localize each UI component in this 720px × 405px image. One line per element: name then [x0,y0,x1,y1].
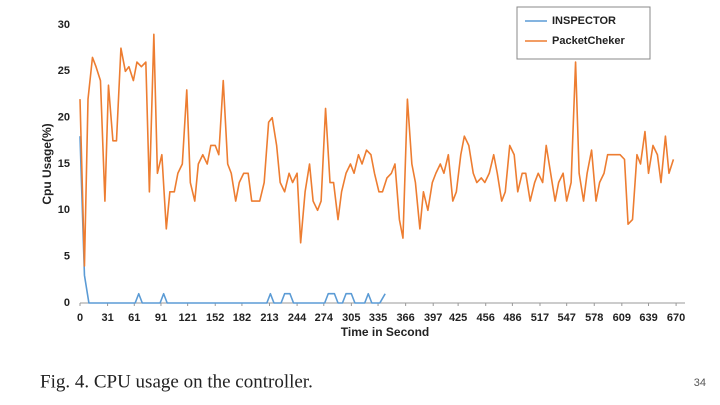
x-tick-label: 121 [178,312,196,324]
x-tick-label: 366 [396,312,414,324]
x-tick-label: 486 [503,312,521,324]
x-tick-label: 609 [613,312,631,324]
x-tick-label: 61 [128,312,140,324]
page-number: 34 [694,377,706,389]
y-tick-label: 0 [64,297,70,309]
legend-box [516,6,651,60]
x-tick-label: 244 [288,312,307,324]
y-tick-label: 5 [64,251,70,263]
y-tick-label: 10 [58,204,70,216]
x-tick-label: 91 [155,312,167,324]
caption: Fig. 4. CPU usage on the controller. [40,371,313,392]
legend-label: INSPECTOR [552,15,616,27]
x-axis-title: Time in Second [341,325,429,339]
legend-label: PacketCheker [552,35,625,47]
x-tick-label: 670 [667,312,685,324]
x-tick-label: 152 [206,312,224,324]
x-tick-label: 425 [449,312,467,324]
y-tick-label: 15 [58,158,70,170]
x-tick-label: 274 [315,312,334,324]
y-axis-title: Cpu Usage(%) [40,123,54,204]
x-tick-label: 335 [369,312,387,324]
y-tick-label: 30 [58,19,70,31]
x-tick-label: 31 [101,312,113,324]
series-line [79,33,675,267]
x-tick-label: 578 [585,312,603,324]
y-tick-label: 20 [58,112,70,124]
x-tick-label: 639 [639,312,657,324]
x-tick-label: 517 [531,312,549,324]
x-tick-label: 305 [342,312,360,324]
x-tick-label: 547 [557,312,575,324]
x-tick-label: 213 [260,312,278,324]
x-tick-label: 456 [477,312,495,324]
y-tick-label: 25 [58,65,70,77]
series-line [79,136,386,304]
x-tick-label: 182 [233,312,251,324]
x-tick-label: 397 [424,312,442,324]
x-tick-label: 0 [77,312,83,324]
